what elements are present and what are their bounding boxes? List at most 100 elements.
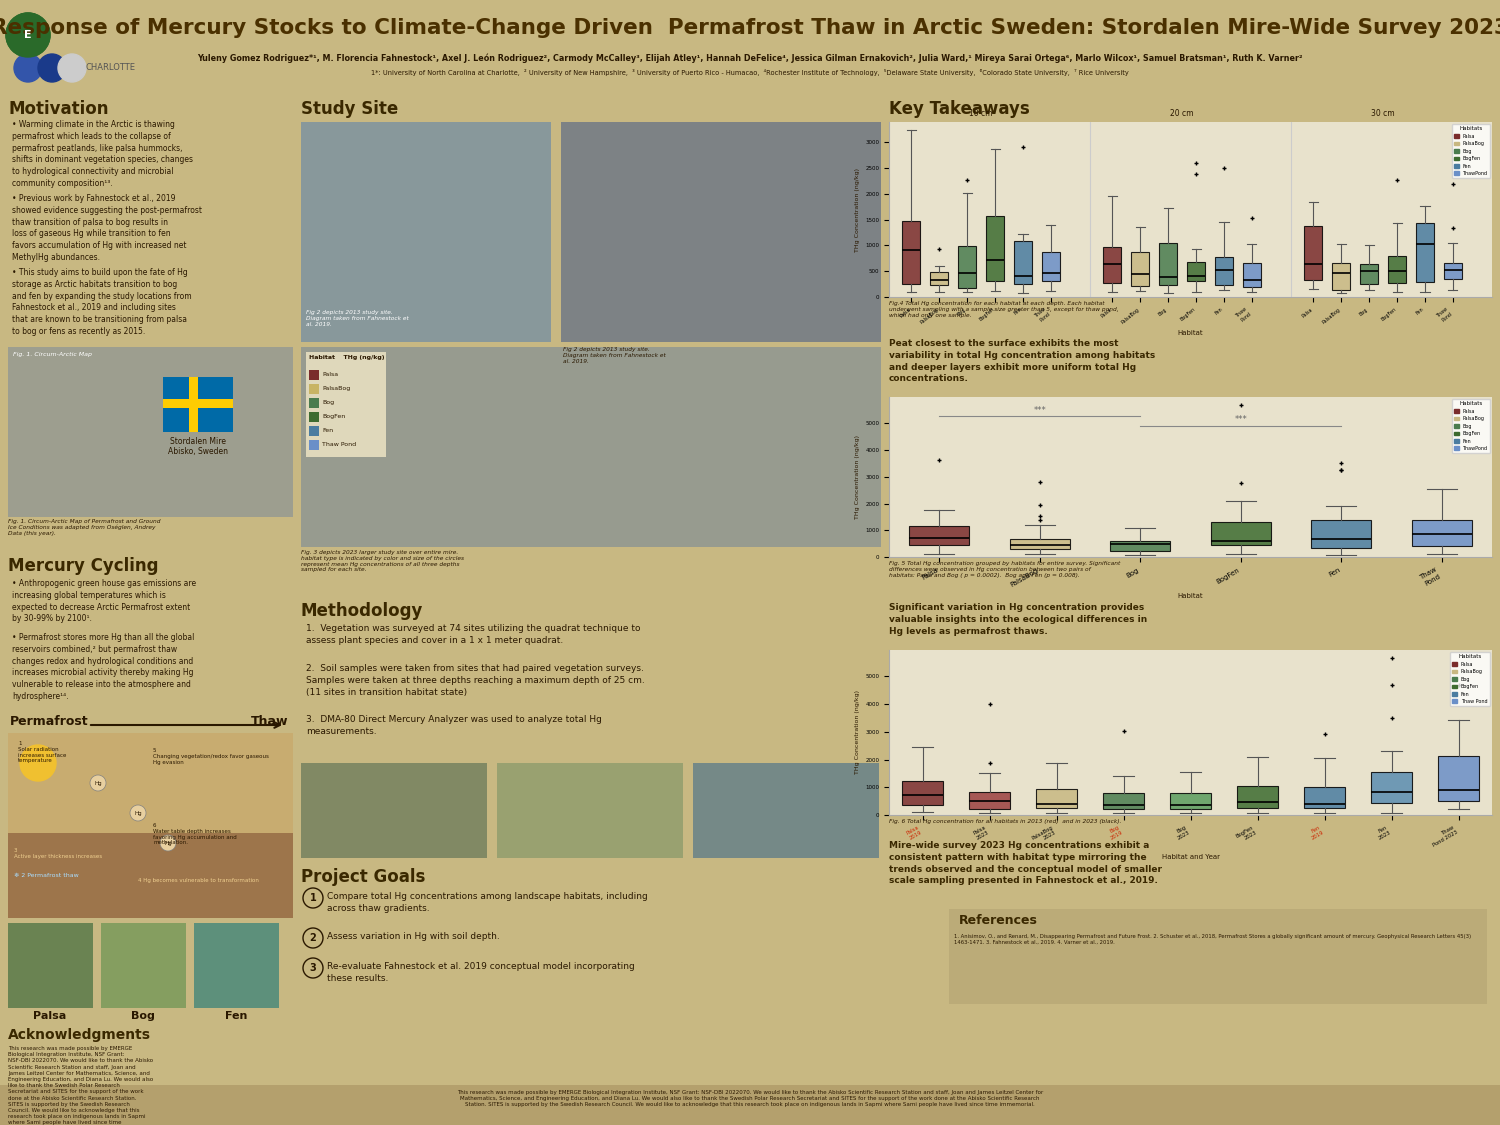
PathPatch shape <box>1210 522 1270 544</box>
Text: Acknowledgments: Acknowledgments <box>8 1028 152 1042</box>
PathPatch shape <box>1444 263 1462 279</box>
PathPatch shape <box>1036 789 1077 809</box>
Y-axis label: THg Concentration (ng/kg): THg Concentration (ng/kg) <box>855 435 859 519</box>
PathPatch shape <box>1186 262 1204 281</box>
Circle shape <box>58 54 86 82</box>
Legend: Palsa, PalsaBog, Bog, BogFen, Fen, ThawPond: Palsa, PalsaBog, Bog, BogFen, Fen, ThawP… <box>1452 125 1490 178</box>
X-axis label: Habitat and Year: Habitat and Year <box>1161 854 1220 860</box>
X-axis label: Habitat: Habitat <box>1178 593 1203 600</box>
Circle shape <box>6 14 50 57</box>
PathPatch shape <box>969 792 1010 809</box>
Bar <box>950 909 1486 1004</box>
Text: ❄ 2 Permafrost thaw: ❄ 2 Permafrost thaw <box>13 873 78 878</box>
Text: 2.  Soil samples were taken from sites that had paired vegetation surveys.
Sampl: 2. Soil samples were taken from sites th… <box>306 664 645 696</box>
PathPatch shape <box>909 526 969 546</box>
Bar <box>164 399 232 408</box>
Circle shape <box>38 54 66 82</box>
PathPatch shape <box>1104 246 1122 282</box>
PathPatch shape <box>1010 539 1070 549</box>
PathPatch shape <box>1131 252 1149 286</box>
PathPatch shape <box>1042 252 1060 281</box>
Text: 1: 1 <box>309 893 316 903</box>
Text: • Previous work by Fahnestock et al., 2019
showed evidence suggesting the post-p: • Previous work by Fahnestock et al., 20… <box>12 193 202 262</box>
Text: ***: *** <box>1234 415 1246 424</box>
Text: Study Site: Study Site <box>302 100 399 118</box>
Bar <box>309 426 320 436</box>
Text: Palsa: Palsa <box>33 1011 66 1022</box>
Text: Re-evaluate Fahnestock et al. 2019 conceptual model incorporating
these results.: Re-evaluate Fahnestock et al. 2019 conce… <box>327 962 634 983</box>
Bar <box>693 763 879 858</box>
Text: 1*: University of North Carolina at Charlotte,  ² University of New Hampshire,  : 1*: University of North Carolina at Char… <box>370 70 1130 76</box>
PathPatch shape <box>1244 263 1262 288</box>
PathPatch shape <box>1170 793 1210 810</box>
Circle shape <box>303 958 322 978</box>
Text: 6
Water table depth increases
favoring Hg accumulation and
methylation.: 6 Water table depth increases favoring H… <box>153 824 237 845</box>
Text: 5
Changing vegetation/redox favor gaseous
Hg evasion: 5 Changing vegetation/redox favor gaseou… <box>153 748 268 765</box>
Text: Peat closest to the surface exhibits the most
variability in total Hg concentrat: Peat closest to the surface exhibits the… <box>890 339 1155 384</box>
Text: Methodology: Methodology <box>302 602 423 620</box>
Text: 4 Hg becomes vulnerable to transformation: 4 Hg becomes vulnerable to transformatio… <box>138 878 260 883</box>
Legend: Palsa, PalsaBog, Bog, BogFen, Fen, Thaw Pond: Palsa, PalsaBog, Bog, BogFen, Fen, Thaw … <box>1450 652 1490 705</box>
Text: Fig. 1. Circum-Arctic Map of Permafrost and Ground
Ice Conditions was adapted fr: Fig. 1. Circum-Arctic Map of Permafrost … <box>8 519 160 537</box>
Text: • This study aims to build upon the fate of Hg
storage as Arctic habitats transi: • This study aims to build upon the fate… <box>12 268 192 336</box>
PathPatch shape <box>1438 756 1479 801</box>
Circle shape <box>20 745 56 781</box>
PathPatch shape <box>1305 226 1323 280</box>
Text: 1.  Vegetation was surveyed at 74 sites utilizing the quadrat technique to
asses: 1. Vegetation was surveyed at 74 sites u… <box>306 624 640 645</box>
Text: Response of Mercury Stocks to Climate-Change Driven  Permafrost Thaw in Arctic S: Response of Mercury Stocks to Climate-Ch… <box>0 18 1500 38</box>
Bar <box>189 377 198 432</box>
PathPatch shape <box>1416 223 1434 282</box>
Text: Fig. 6 Total Hg concentration for all habitats in 2013 (red)  and in 2023 (black: Fig. 6 Total Hg concentration for all ha… <box>890 819 1122 824</box>
Text: 3
Active layer thickness increases: 3 Active layer thickness increases <box>13 848 102 858</box>
Text: • Warming climate in the Arctic is thawing
permafrost which leads to the collaps: • Warming climate in the Arctic is thawi… <box>12 120 194 188</box>
Text: PalsaBog: PalsaBog <box>322 386 350 392</box>
Bar <box>309 384 320 394</box>
Text: Motivation: Motivation <box>8 100 108 118</box>
Text: Key Takeaways: Key Takeaways <box>890 100 1029 118</box>
Bar <box>8 832 292 918</box>
Text: Fig 2 depicts 2013 study site.
Diagram taken from Fahnestock et
al. 2019.: Fig 2 depicts 2013 study site. Diagram t… <box>562 346 666 363</box>
Bar <box>8 922 93 1008</box>
Bar <box>309 440 320 450</box>
Bar <box>8 346 292 518</box>
PathPatch shape <box>1238 786 1278 808</box>
Text: Yuleny Gomez Rodriguez*¹, M. Florencia Fahnestock¹, Axel J. León Rodriguez², Car: Yuleny Gomez Rodriguez*¹, M. Florencia F… <box>198 53 1302 63</box>
Circle shape <box>13 54 42 82</box>
Text: References: References <box>958 914 1038 927</box>
Bar <box>302 346 880 547</box>
PathPatch shape <box>1215 258 1233 285</box>
Text: Fig. 3 depicts 2023 larger study site over entire mire.
habitat type is indicate: Fig. 3 depicts 2023 larger study site ov… <box>302 550 464 573</box>
Text: Mire-wide survey 2023 Hg concentrations exhibit a
consistent pattern with habita: Mire-wide survey 2023 Hg concentrations … <box>890 842 1162 885</box>
Bar <box>194 922 279 1008</box>
Bar <box>309 398 320 408</box>
Bar <box>0 0 1500 94</box>
Text: Compare total Hg concentrations among landscape habitats, including
across thaw : Compare total Hg concentrations among la… <box>327 892 648 912</box>
PathPatch shape <box>1014 241 1032 284</box>
Text: 20 cm: 20 cm <box>1170 109 1194 118</box>
Text: Thaw Pond: Thaw Pond <box>322 442 356 447</box>
PathPatch shape <box>1371 772 1411 803</box>
Circle shape <box>130 806 146 821</box>
PathPatch shape <box>1160 243 1178 286</box>
Circle shape <box>303 888 322 908</box>
Y-axis label: THg Concentration (ng/kg): THg Concentration (ng/kg) <box>855 168 859 252</box>
Text: Fig. 5 Total Hg concentration grouped by habitats for entire survey. Significant: Fig. 5 Total Hg concentration grouped by… <box>890 561 1120 577</box>
Circle shape <box>303 928 322 948</box>
Text: ***: *** <box>1034 406 1046 415</box>
Text: 3.  DMA-80 Direct Mercury Analyzer was used to analyze total Hg
measurements.: 3. DMA-80 Direct Mercury Analyzer was us… <box>306 716 602 736</box>
PathPatch shape <box>930 272 948 285</box>
PathPatch shape <box>1360 264 1378 284</box>
PathPatch shape <box>986 216 1004 280</box>
Bar <box>8 734 292 918</box>
Text: This research was made possible by EMERGE Biological Integration Institute, NSF : This research was made possible by EMERG… <box>458 1090 1042 1107</box>
PathPatch shape <box>1311 521 1371 548</box>
Circle shape <box>90 775 106 791</box>
Text: 1. Anisimov, O., and Renard, M., Disappearing Permafrost and Future Frost. 2. Sc: 1. Anisimov, O., and Renard, M., Disappe… <box>954 934 1472 945</box>
Circle shape <box>160 835 176 850</box>
Text: Thaw: Thaw <box>251 716 288 728</box>
Text: Stordalen Mire
Abisko, Sweden: Stordalen Mire Abisko, Sweden <box>168 436 228 457</box>
Text: 30 cm: 30 cm <box>1371 109 1395 118</box>
PathPatch shape <box>1110 541 1170 551</box>
Text: Bog: Bog <box>130 1011 154 1022</box>
PathPatch shape <box>1388 256 1406 284</box>
